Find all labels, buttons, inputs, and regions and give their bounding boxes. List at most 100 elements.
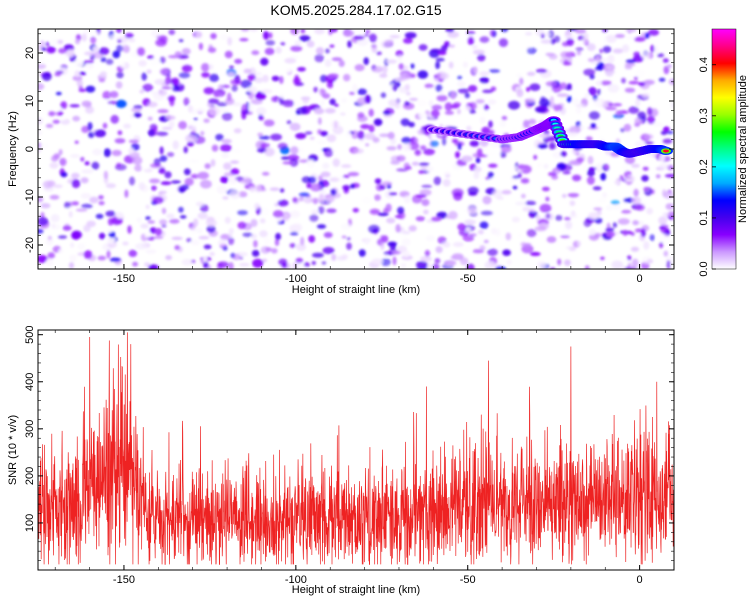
heatmap-cell: [521, 244, 534, 254]
heatmap-cell: [423, 148, 435, 156]
heatmap-cell: [71, 201, 80, 206]
heatmap-cell: [658, 77, 666, 82]
heatmap-cell: [206, 224, 216, 233]
heatmap-cell: [239, 262, 250, 267]
heatmap-cell: [123, 46, 130, 53]
heatmap-cell: [324, 108, 336, 114]
heatmap-cell: [217, 108, 229, 112]
heatmap-cell: [89, 53, 95, 61]
heatmap-cell: [342, 185, 350, 190]
heatmap-cell: [644, 141, 654, 145]
heatmap-cell: [195, 30, 203, 40]
heatmap-cell: [265, 262, 272, 269]
heatmap-cell: [353, 35, 365, 41]
heatmap-cell: [297, 67, 306, 72]
heatmap-cell: [551, 151, 563, 159]
heatmap-cell: [562, 171, 571, 175]
heatmap-cell: [537, 143, 548, 149]
heatmap-cell: [392, 256, 397, 266]
heatmap-cell: [420, 145, 427, 151]
heatmap-cell: [159, 155, 168, 162]
heatmap-cell: [467, 206, 478, 215]
heatmap-cell: [368, 108, 374, 117]
heatmap-cell: [588, 167, 597, 171]
heatmap-cell: [110, 114, 119, 124]
heatmap-cell: [149, 57, 160, 67]
x-tick-label: -150: [113, 574, 135, 586]
heatmap-cell: [547, 30, 554, 39]
heatmap-cell: [290, 210, 301, 218]
heatmap-cell: [58, 149, 63, 156]
heatmap-cell: [443, 171, 450, 176]
heatmap-cell: [290, 146, 299, 155]
heatmap-cell: [548, 53, 558, 60]
heatmap-cell: [230, 160, 240, 164]
heatmap-cell: [38, 35, 44, 39]
heatmap-cell: [643, 241, 650, 250]
heatmap-cell: [624, 178, 635, 182]
heatmap-cell: [51, 38, 59, 46]
heatmap-cell: [457, 142, 462, 151]
heatmap-cell: [442, 137, 447, 146]
heatmap-cell: [475, 157, 481, 164]
heatmap-cell: [479, 36, 490, 43]
heatmap-cell: [432, 263, 440, 269]
heatmap-cell: [220, 234, 230, 241]
heatmap-cell: [354, 64, 365, 72]
heatmap-cell: [59, 158, 67, 166]
heatmap-cell: [485, 176, 491, 180]
heatmap-cell: [277, 142, 288, 150]
heatmap-cell: [472, 45, 478, 49]
heatmap-cell: [311, 261, 316, 265]
snr-frame: [37, 329, 675, 571]
heatmap-cell: [419, 189, 432, 196]
heatmap-cell: [624, 65, 633, 70]
heatmap-cell: [114, 138, 126, 144]
heatmap-cell: [64, 201, 71, 209]
heatmap-cell: [193, 218, 199, 227]
heatmap-cell: [247, 73, 256, 81]
heatmap-cell: [528, 118, 537, 125]
heatmap-cell: [380, 258, 391, 267]
heatmap-cell: [630, 198, 637, 202]
heatmap-cell: [560, 151, 567, 157]
heatmap-cell: [186, 238, 192, 243]
heatmap-cell: [491, 227, 497, 235]
signal-peak: [663, 149, 669, 153]
heatmap-cell: [105, 58, 114, 65]
heatmap-cell: [70, 242, 75, 248]
heatmap-cell: [147, 116, 153, 121]
heatmap-cell: [57, 39, 64, 44]
heatmap-cell: [424, 250, 430, 257]
heatmap-cell: [655, 174, 661, 179]
heatmap-cell: [605, 106, 617, 111]
heatmap-cell: [170, 180, 181, 184]
heatmap-cell: [134, 164, 143, 172]
heatmap-cell: [207, 47, 217, 53]
heatmap-cell: [625, 59, 636, 64]
heatmap-cell: [290, 231, 299, 236]
heatmap-cell: [254, 77, 264, 84]
heatmap-cell: [80, 177, 89, 184]
heatmap-cell: [424, 83, 434, 89]
heatmap-cell: [451, 188, 464, 197]
heatmap-cell: [279, 93, 285, 99]
heatmap-cell: [643, 134, 654, 140]
heatmap-cell: [566, 38, 574, 46]
x-tick-label: -50: [460, 273, 476, 285]
heatmap-cell: [610, 200, 620, 205]
heatmap-cell: [138, 60, 147, 67]
heatmap-cell: [184, 177, 194, 186]
colorbar-ticks: 0.0 0.1 0.2 0.3 0.4: [698, 57, 716, 277]
heatmap-cell: [341, 235, 347, 239]
heatmap-cell: [78, 88, 87, 93]
heatmap-cell: [666, 130, 674, 135]
heatmap-cell: [259, 218, 266, 224]
heatmap-cell: [98, 78, 106, 83]
heatmap-cell: [71, 179, 81, 189]
heatmap-cell: [421, 198, 430, 207]
heatmap-cell: [127, 225, 132, 234]
heatmap-cell: [326, 196, 335, 203]
y-tick-label: 100: [24, 514, 36, 532]
heatmap-cell: [136, 217, 142, 224]
